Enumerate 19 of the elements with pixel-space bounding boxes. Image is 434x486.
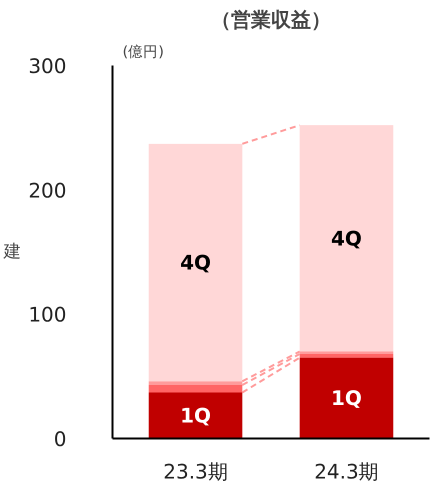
bar: [300, 358, 394, 438]
text: 4Q: [180, 250, 211, 275]
x-tick-label: 24.3期: [314, 460, 379, 484]
bar: [148, 392, 242, 438]
chart-title: （営業収益）: [211, 8, 331, 32]
y-tick-label: 300: [28, 54, 67, 78]
series-label: 4Q: [331, 226, 362, 250]
text: 建: [2, 242, 20, 262]
bar: [148, 385, 242, 392]
y-tick-label: 0: [54, 427, 67, 451]
bar: [300, 354, 394, 358]
text: 1Q: [331, 386, 362, 410]
x-tick-label: 23.3期: [163, 460, 228, 484]
series-label: 1Q: [180, 404, 211, 428]
bar: [148, 144, 242, 382]
y-tick-label: 200: [28, 178, 67, 202]
bar: [300, 125, 394, 352]
y-tick-label: 100: [28, 302, 67, 327]
y-axis-title: (億円): [122, 44, 164, 60]
